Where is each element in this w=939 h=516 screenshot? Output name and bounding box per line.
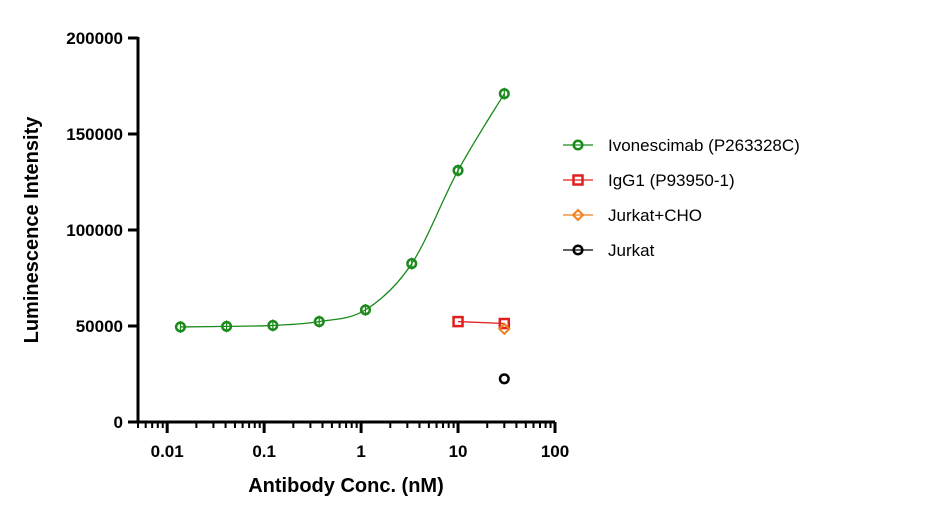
legend-label: Ivonescimab (P263328C) [608,136,800,155]
y-tick-label: 0 [114,413,123,432]
legend-entry-jurkat: Jurkat [563,241,655,260]
legend-marker [572,244,584,256]
x-tick-label: 0.01 [151,442,184,461]
fit-curve-ivonescimab-p263328c [180,93,505,328]
data-point [406,258,418,270]
x-tick-label: 100 [541,442,569,461]
data-point [313,316,325,328]
data-point [267,319,279,331]
legend-entry-ivonescimab-p263328c: Ivonescimab (P263328C) [563,136,800,155]
plot-area [174,87,511,385]
data-point [498,88,510,100]
x-tick-label: 10 [449,442,468,461]
x-tick-label: 0.1 [252,442,276,461]
x-tick-label: 1 [356,442,365,461]
series-ivonescimab-p263328c [174,87,510,333]
legend-marker [571,208,585,222]
line-igg1-p93950-1 [458,320,505,325]
axes: 0 50000 100000 150000 200000 0.01 0.1 1 10 100 [66,29,569,461]
legend-marker [572,139,584,151]
y-tick-label: 50000 [76,317,123,336]
legend-entry-igg1-p93950-1: IgG1 (P93950-1) [563,171,735,190]
legend: Ivonescimab (P263328C) IgG1 (P93950-1) Jur… [563,136,800,260]
legend-label: Jurkat+CHO [608,206,702,225]
legend-label: Jurkat [608,241,655,260]
data-point [221,320,233,332]
series-jurkat-cho [497,322,511,336]
series-jurkat [498,373,510,385]
y-tick-label: 200000 [66,29,123,48]
legend-entry-jurkat-cho: Jurkat+CHO [563,206,702,225]
data-point [174,321,186,333]
data-point [452,164,464,177]
data-point [359,304,372,316]
y-tick-label: 100000 [66,221,123,240]
x-axis-title: Antibody Conc. (nM) [248,475,444,497]
legend-label: IgG1 (P93950-1) [608,171,735,190]
data-point [498,317,511,330]
legend-marker [572,174,584,186]
data-point [452,315,464,328]
y-axis-title: Luminescence Intensity [21,116,43,344]
data-point [498,373,510,385]
data-point [497,322,511,336]
series-igg1-p93950-1 [452,315,511,330]
y-tick-label: 150000 [66,125,123,144]
